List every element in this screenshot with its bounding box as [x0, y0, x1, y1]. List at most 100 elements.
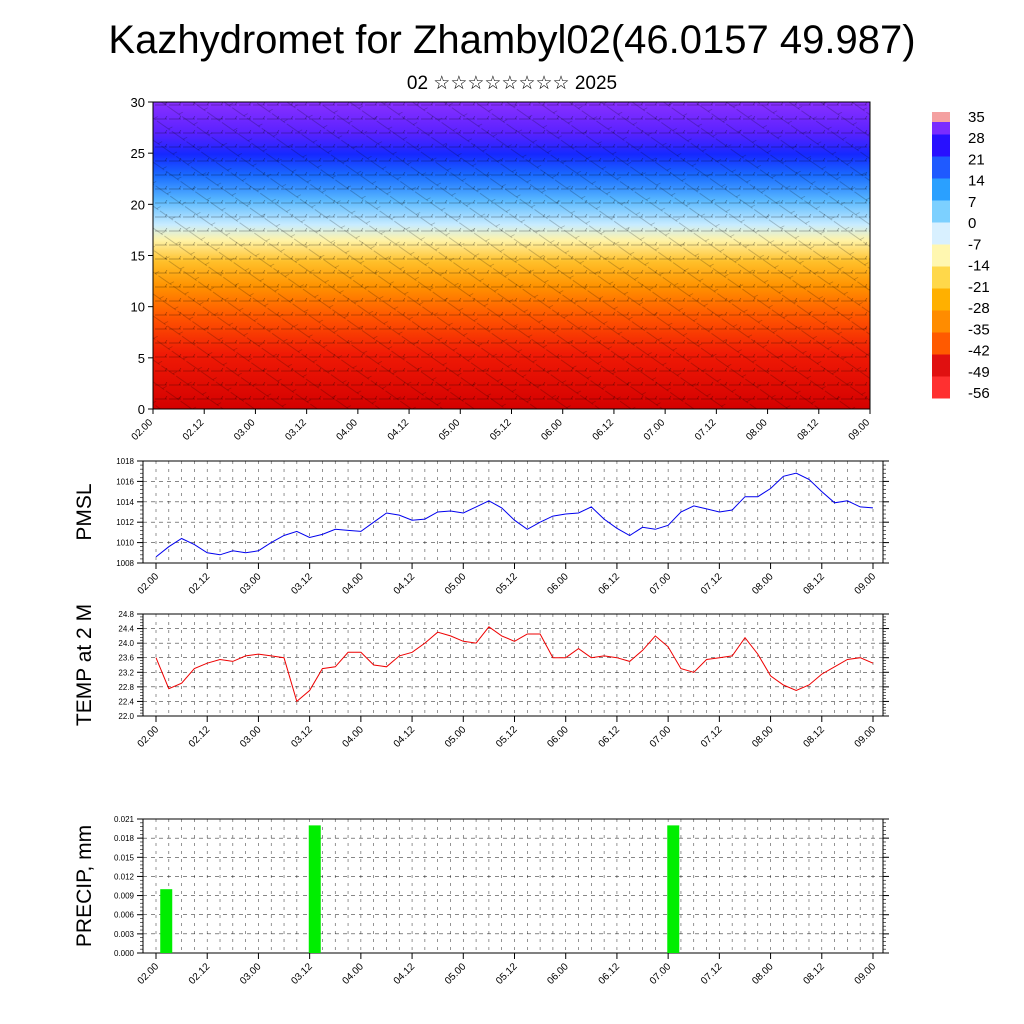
- pmsl-xtick-label: 03.12: [289, 571, 315, 597]
- pmsl-xtick-label: 07.00: [648, 571, 674, 597]
- pmsl-series-line: [155, 472, 874, 558]
- colorbar-swatch: [932, 222, 950, 245]
- colorbar-label: -28: [968, 300, 990, 317]
- precip-xtick-label: 02.12: [187, 961, 213, 987]
- precip-ylabel: PRECIP, mm: [73, 825, 96, 947]
- wind-barbs-secondary: [153, 102, 870, 409]
- pmsl-xtick-label: 05.00: [443, 571, 469, 597]
- temp2m-frame: [142, 613, 884, 717]
- colorbar-swatch: [932, 310, 950, 333]
- precip-xtick-label: 04.00: [341, 961, 367, 987]
- precip-xtick-label: 07.00: [648, 961, 674, 987]
- colorbar-swatch: [932, 354, 950, 377]
- colorbar-label: 35: [968, 109, 985, 126]
- pmsl-ytick-label: 1010: [116, 539, 134, 548]
- precip-xtick-label: 08.00: [750, 961, 776, 987]
- temp2m-xtick-label: 04.00: [341, 724, 367, 750]
- precip-ytick-label: 0.009: [114, 892, 135, 901]
- temp2m-ytick-label: 23.6: [118, 654, 134, 663]
- precip-xtick-label: 06.00: [545, 961, 571, 987]
- heatmap-xtick-label: 05.00: [437, 417, 463, 443]
- colorbar-swatch: [932, 244, 950, 267]
- heatmap-ytick-label: 10: [131, 300, 145, 315]
- pmsl-xtick-label: 04.12: [392, 571, 418, 597]
- colorbar-label: 28: [968, 130, 985, 147]
- temp2m-xtick-label: 02.00: [136, 724, 162, 750]
- colorbar-swatch: [932, 178, 950, 201]
- precip-xtick-label: 05.00: [443, 961, 469, 987]
- heatmap-xtick-label: 07.12: [693, 417, 719, 443]
- temp2m-xtick-label: 07.00: [648, 724, 674, 750]
- precip-ytick-label: 0.021: [114, 815, 135, 824]
- temp2m-ytick-label: 24.8: [118, 610, 134, 619]
- temp2m-xtick-label: 06.12: [597, 724, 623, 750]
- colorbar-label: 14: [968, 173, 985, 190]
- pmsl-ylabel: PMSL: [73, 483, 96, 540]
- pmsl-xtick-label: 09.00: [853, 571, 879, 597]
- colorbar-swatch: [932, 376, 950, 399]
- precip-ytick-label: 0.012: [114, 872, 135, 881]
- temp2m-xtick-label: 03.00: [238, 724, 264, 750]
- colorbar-label: -49: [968, 364, 990, 381]
- pmsl-xtick-label: 02.00: [136, 571, 162, 597]
- heatmap-xtick-label: 08.00: [744, 417, 770, 443]
- precip-xtick-label: 08.12: [801, 961, 827, 987]
- temp2m-ylabel: TEMP at 2 M: [73, 604, 96, 726]
- precip-bar: [667, 825, 680, 953]
- pmsl-xtick-label: 08.12: [801, 571, 827, 597]
- pmsl-xtick-label: 07.12: [699, 571, 725, 597]
- colorbar: 35 28 21 14 7 0 -7 -14 -21 -28 -35 -42 -49 -56: [932, 109, 990, 402]
- colorbar-label: -14: [968, 258, 990, 275]
- pmsl-xtick-label: 06.00: [545, 571, 571, 597]
- heatmap-xtick-label: 02.12: [181, 417, 207, 443]
- precip-xtick-label: 06.12: [597, 961, 623, 987]
- cross-section-plot: 0 5 10 15 20 25 30 02.00 02.12 03.00 03.12 04.00 04.…: [130, 95, 873, 443]
- colorbar-label: -42: [968, 343, 990, 360]
- precip-frame: [142, 818, 884, 954]
- colorbar-swatch: [932, 200, 950, 223]
- precip-xtick-label: 02.00: [136, 961, 162, 987]
- pmsl-xtick-label: 08.00: [750, 571, 776, 597]
- pmsl-panel: 1008 1010 1012 1014 1016 1018 02.00 02.12 03.00 0…: [73, 457, 889, 597]
- precip-xtick-label: 07.12: [699, 961, 725, 987]
- temp2m-xtick-label: 04.12: [392, 724, 418, 750]
- heatmap-xtick-label: 02.00: [130, 417, 156, 443]
- heatmap-xtick-label: 08.12: [795, 417, 821, 443]
- pmsl-xtick-label: 03.00: [238, 571, 264, 597]
- temp2m-xtick-label: 05.00: [443, 724, 469, 750]
- temp2m-ytick-label: 24.4: [118, 625, 134, 634]
- temp2m-xtick-label: 03.12: [289, 724, 315, 750]
- heatmap-ytick-label: 5: [138, 351, 145, 366]
- heatmap-ytick-label: 25: [131, 146, 145, 161]
- precip-ytick-label: 0.000: [114, 949, 135, 958]
- precip-xtick-label: 04.12: [392, 961, 418, 987]
- colorbar-swatch: [932, 134, 950, 157]
- pmsl-xtick-label: 04.00: [341, 571, 367, 597]
- precip-xtick-label: 03.00: [238, 961, 264, 987]
- precip-bar: [308, 825, 321, 953]
- temp2m-xtick-label: 07.12: [699, 724, 725, 750]
- heatmap-xtick-label: 04.12: [386, 417, 412, 443]
- pmsl-ytick-label: 1018: [116, 457, 134, 466]
- temp2m-ytick-label: 22.0: [118, 712, 134, 721]
- colorbar-label: -7: [968, 236, 981, 253]
- precip-ytick-label: 0.006: [114, 911, 135, 920]
- precip-bar: [160, 889, 173, 953]
- precip-ytick-label: 0.015: [114, 853, 135, 862]
- colorbar-cap: [932, 112, 950, 122]
- precip-panel: 0.000 0.003 0.006 0.009 0.012 0.015 0.018 0.021…: [73, 815, 889, 987]
- precip-xtick-label: 05.12: [494, 961, 520, 987]
- colorbar-swatch: [932, 332, 950, 355]
- temp-panel: 22.0 22.4 22.8 23.2 23.6 24.0 24.4 24.8 02.00 02.…: [73, 604, 889, 750]
- heatmap-ytick-label: 0: [138, 402, 145, 417]
- heatmap-xtick-label: 04.00: [335, 417, 361, 443]
- pmsl-ytick-label: 1008: [116, 559, 134, 568]
- pmsl-ytick-label: 1012: [116, 518, 134, 527]
- heatmap-xtick-label: 03.12: [283, 417, 309, 443]
- heatmap-xtick-label: 05.12: [488, 417, 514, 443]
- temp2m-xtick-label: 08.12: [801, 724, 827, 750]
- temp2m-ytick-label: 24.0: [118, 639, 134, 648]
- temp2m-series-line: [155, 626, 874, 703]
- heatmap-xtick-label: 03.00: [232, 417, 258, 443]
